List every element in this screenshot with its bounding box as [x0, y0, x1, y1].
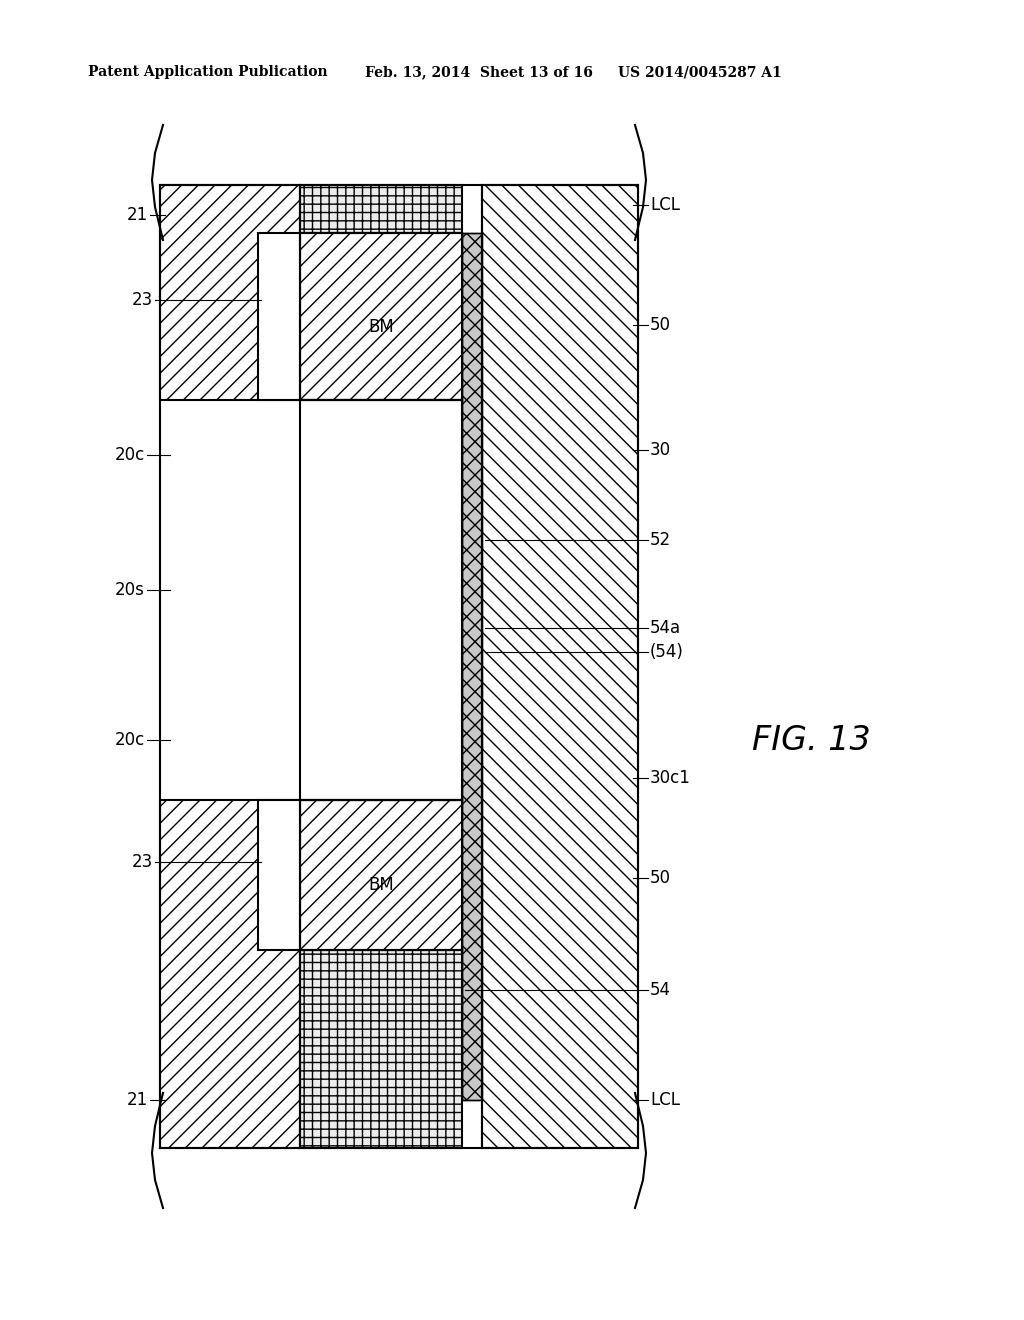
- Text: 21: 21: [127, 1092, 148, 1109]
- Text: 50: 50: [650, 869, 671, 887]
- Text: LCL: LCL: [650, 1092, 680, 1109]
- Text: BM: BM: [368, 876, 394, 894]
- Text: Patent Application Publication: Patent Application Publication: [88, 65, 328, 79]
- Bar: [300, 950, 462, 1148]
- Text: 23: 23: [132, 290, 153, 309]
- Text: 30: 30: [650, 441, 671, 459]
- Text: 54a: 54a: [650, 619, 681, 638]
- Text: US 2014/0045287 A1: US 2014/0045287 A1: [618, 65, 781, 79]
- Text: 20c: 20c: [115, 446, 145, 465]
- Text: 30c1: 30c1: [650, 770, 691, 787]
- Bar: [160, 800, 300, 1148]
- Text: 20s: 20s: [115, 581, 145, 599]
- Text: 23: 23: [132, 853, 153, 871]
- Text: (54): (54): [650, 643, 684, 661]
- Bar: [258, 234, 300, 400]
- Bar: [300, 185, 462, 234]
- Bar: [300, 800, 462, 950]
- Text: Feb. 13, 2014  Sheet 13 of 16: Feb. 13, 2014 Sheet 13 of 16: [365, 65, 593, 79]
- Bar: [462, 234, 482, 1100]
- Text: BM: BM: [368, 318, 394, 335]
- Text: 50: 50: [650, 315, 671, 334]
- Text: 20c: 20c: [115, 731, 145, 748]
- Bar: [482, 185, 638, 1148]
- Text: LCL: LCL: [650, 195, 680, 214]
- Text: FIG. 13: FIG. 13: [752, 723, 870, 756]
- Text: 52: 52: [650, 531, 671, 549]
- Bar: [160, 185, 300, 400]
- Text: 54: 54: [650, 981, 671, 999]
- Bar: [258, 800, 300, 950]
- Bar: [300, 234, 462, 400]
- Text: 21: 21: [127, 206, 148, 224]
- Bar: [300, 400, 462, 800]
